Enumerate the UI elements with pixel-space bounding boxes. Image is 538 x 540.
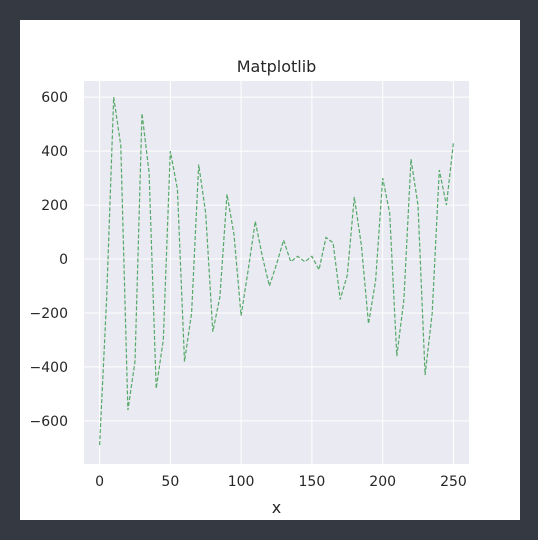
y-tick-label: −400 [30,360,68,376]
y-tick-label: 400 [41,144,68,160]
x-tick-label: 50 [161,474,179,490]
y-tick-label: 200 [41,198,68,214]
y-tick-label: −200 [30,306,68,322]
chart-title: Matplotlib [237,57,317,76]
y-tick-label: 600 [41,90,68,106]
line-chart: 0 50 100 150 200 250 −600 −400 −200 0 200 400 600 M… [20,20,520,520]
figure: 0 50 100 150 200 250 −600 −400 −200 0 200 400 600 M… [20,20,520,520]
x-tick-label: 200 [369,474,396,490]
x-axis-label: x [272,498,281,517]
y-tick-label: 0 [59,252,68,268]
x-tick-label: 150 [299,474,326,490]
x-tick-labels: 0 50 100 150 200 250 [95,474,467,490]
y-tick-labels: −600 −400 −200 0 200 400 600 [30,90,68,430]
x-tick-label: 250 [440,474,467,490]
y-tick-label: −600 [30,414,68,430]
x-tick-label: 100 [228,474,255,490]
x-tick-label: 0 [95,474,104,490]
